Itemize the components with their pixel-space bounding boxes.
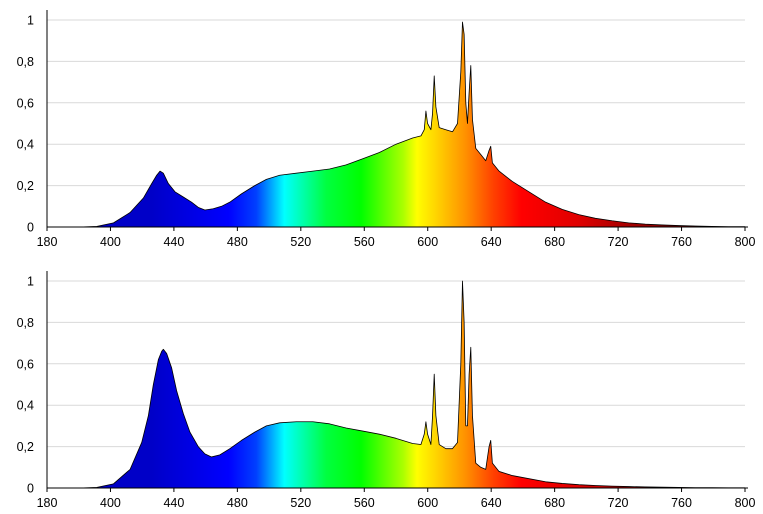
x-tick-label: 640 [481, 235, 502, 249]
x-tick-label: 440 [163, 496, 184, 510]
y-tick-label: 0,2 [17, 179, 34, 193]
y-tick-label: 0,8 [17, 316, 34, 330]
x-tick-label: 480 [227, 496, 248, 510]
x-tick-label: 760 [671, 496, 692, 510]
x-tick-label: 680 [544, 235, 565, 249]
x-tick-label: 560 [354, 235, 375, 249]
y-tick-label: 1 [27, 275, 34, 289]
x-tick-label: 760 [671, 235, 692, 249]
x-tick-label: 640 [481, 496, 502, 510]
spectrum-area [46, 21, 746, 228]
x-tick-label: 520 [290, 496, 311, 510]
x-tick-label: 180 [37, 235, 58, 249]
x-tick-label: 600 [417, 235, 438, 249]
spectrum-chart-bottom: 0 0,2 0,4 0,6 0,8 1 180 400 440 480 520 560 600 640 68… [17, 271, 756, 510]
x-tick-label: 720 [608, 235, 629, 249]
y-tick-label: 0,4 [17, 399, 34, 413]
x-tick-label: 800 [735, 235, 756, 249]
y-tick-label: 0,4 [17, 138, 34, 152]
spectrum-area [46, 280, 746, 489]
x-tick-label: 600 [417, 496, 438, 510]
y-tick-label: 0,2 [17, 440, 34, 454]
y-tick-label: 0 [27, 482, 34, 496]
x-tick-label: 400 [100, 496, 121, 510]
x-tick-label: 680 [544, 496, 565, 510]
x-tick-label: 180 [37, 496, 58, 510]
x-tick-label: 560 [354, 496, 375, 510]
y-tick-label: 0 [27, 221, 34, 235]
spectrum-chart-top: 0 0,2 0,4 0,6 0,8 1 180 400 440 480 520 560 600 640 68… [17, 10, 756, 249]
x-tick-label: 440 [163, 235, 184, 249]
x-tick-label: 720 [608, 496, 629, 510]
y-tick-label: 0,6 [17, 357, 34, 371]
x-tick-label: 480 [227, 235, 248, 249]
x-tick-label: 520 [290, 235, 311, 249]
x-tick-label: 400 [100, 235, 121, 249]
x-tick-label: 800 [735, 496, 756, 510]
y-tick-label: 0,6 [17, 96, 34, 110]
y-tick-label: 0,8 [17, 55, 34, 69]
y-tick-label: 1 [27, 14, 34, 28]
